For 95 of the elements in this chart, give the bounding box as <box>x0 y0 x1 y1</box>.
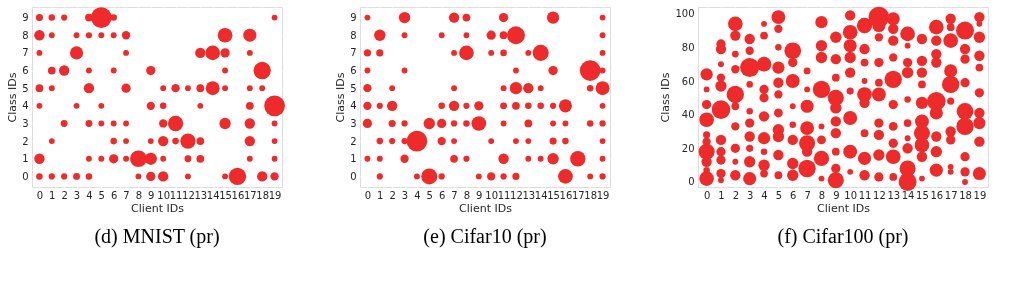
y-tick-label: 6 <box>22 65 29 77</box>
y-tick-label: 4 <box>350 100 357 112</box>
x-tick-label: 16 <box>930 189 944 201</box>
x-tick-label: 1 <box>718 189 725 201</box>
x-tick-label: 9 <box>476 189 483 201</box>
x-tick-label: 15 <box>547 189 560 201</box>
x-tick-label: 8 <box>818 189 826 201</box>
x-tick-label: 8 <box>135 189 143 201</box>
x-tick-label: 10 <box>157 189 171 201</box>
y-tick-label: 0 <box>350 170 357 182</box>
text: (f) Cifar100 (pr) <box>777 225 909 248</box>
x-tick-label: 8 <box>463 189 471 201</box>
x-tick-label: 0 <box>703 189 711 201</box>
y-tick-label: 40 <box>681 109 695 121</box>
x-tick-label: 12 <box>873 189 886 201</box>
x-tick-label: 9 <box>833 189 840 201</box>
y-tick-label: 0 <box>22 170 29 182</box>
y-tick-label: 20 <box>681 142 695 154</box>
y-tick-label: 9 <box>350 12 357 24</box>
x-tick-label: 10 <box>844 189 858 201</box>
y-axis-title: Class IDs <box>659 72 673 123</box>
y-tick-label: 80 <box>681 41 695 53</box>
x-tick-label: 5 <box>98 189 105 201</box>
x-tick-label: 1 <box>49 189 56 201</box>
x-tick-label: 11 <box>497 189 511 201</box>
y-axis-title: Class IDs <box>6 72 20 123</box>
x-tick-label: 5 <box>426 189 433 201</box>
y-tick-label: 1 <box>350 153 357 165</box>
x-tick-label: 18 <box>959 189 972 201</box>
x-tick-label: 7 <box>451 189 458 201</box>
x-tick-label: 11 <box>169 189 183 201</box>
x-tick-label: 14 <box>534 189 548 201</box>
y-tick-label: 5 <box>350 82 357 94</box>
x-tick-label: 13 <box>194 189 208 201</box>
x-tick-label: 12 <box>510 189 523 201</box>
x-tick-label: 14 <box>206 189 220 201</box>
text: (d) MNIST (pr) <box>94 225 220 248</box>
y-tick-label: 60 <box>681 75 695 87</box>
x-tick-label: 2 <box>732 189 740 201</box>
x-tick-label: 3 <box>401 189 409 201</box>
x-tick-label: 9 <box>148 189 155 201</box>
x-axis-title: Client IDs <box>131 201 185 215</box>
x-tick-label: 7 <box>123 189 130 201</box>
x-tick-label: 3 <box>73 189 81 201</box>
x-tick-label: 13 <box>887 189 901 201</box>
x-tick-label: 4 <box>414 189 421 201</box>
x-tick-label: 19 <box>973 189 987 201</box>
x-tick-label: 14 <box>901 189 915 201</box>
y-tick-label: 3 <box>22 117 29 129</box>
x-tick-label: 17 <box>243 189 257 201</box>
x-tick-label: 18 <box>584 189 598 201</box>
y-tick-label: 0 <box>688 176 695 188</box>
x-tick-label: 5 <box>775 189 783 201</box>
x-tick-label: 12 <box>182 189 195 201</box>
x-tick-label: 7 <box>804 189 811 201</box>
x-tick-label: 4 <box>761 189 768 201</box>
x-axis-title: Client IDs <box>459 201 513 215</box>
y-tick-label: 2 <box>350 135 357 147</box>
y-tick-label: 2 <box>22 135 29 147</box>
x-tick-label: 6 <box>111 189 118 201</box>
y-tick-label: 7 <box>22 47 29 59</box>
y-tick-label: 7 <box>350 47 357 59</box>
x-tick-label: 6 <box>439 189 446 201</box>
y-tick-label: 8 <box>350 29 357 41</box>
y-tick-label: 9 <box>22 12 29 24</box>
y-tick-label: 4 <box>22 100 29 112</box>
x-tick-label: 3 <box>747 189 754 201</box>
x-tick-label: 0 <box>364 189 372 201</box>
y-tick-label: 6 <box>350 65 357 77</box>
x-tick-label: 16 <box>231 189 245 201</box>
x-tick-label: 15 <box>219 189 232 201</box>
x-axis-title: Client IDs <box>817 201 871 215</box>
x-tick-label: 17 <box>571 189 585 201</box>
text: (e) Cifar10 (pr) <box>423 225 547 248</box>
y-tick-label: 8 <box>22 29 29 41</box>
x-tick-label: 13 <box>522 189 536 201</box>
y-axis-title: Class IDs <box>334 72 348 123</box>
x-tick-label: 2 <box>61 189 68 201</box>
x-tick-label: 16 <box>559 189 573 201</box>
y-tick-label: 3 <box>350 117 357 129</box>
x-tick-label: 2 <box>389 189 396 201</box>
x-tick-label: 11 <box>858 189 872 201</box>
y-tick-label: 5 <box>22 82 29 94</box>
x-tick-label: 4 <box>86 189 93 201</box>
x-tick-label: 19 <box>596 189 610 201</box>
x-tick-label: 10 <box>485 189 499 201</box>
y-tick-label: 1 <box>22 153 29 165</box>
x-tick-label: 17 <box>944 189 958 201</box>
x-tick-label: 15 <box>916 189 929 201</box>
x-tick-label: 19 <box>268 189 282 201</box>
x-tick-label: 0 <box>36 189 44 201</box>
x-tick-label: 6 <box>790 189 797 201</box>
x-tick-label: 1 <box>377 189 384 201</box>
y-tick-label: 100 <box>675 8 695 20</box>
x-tick-label: 18 <box>256 189 270 201</box>
